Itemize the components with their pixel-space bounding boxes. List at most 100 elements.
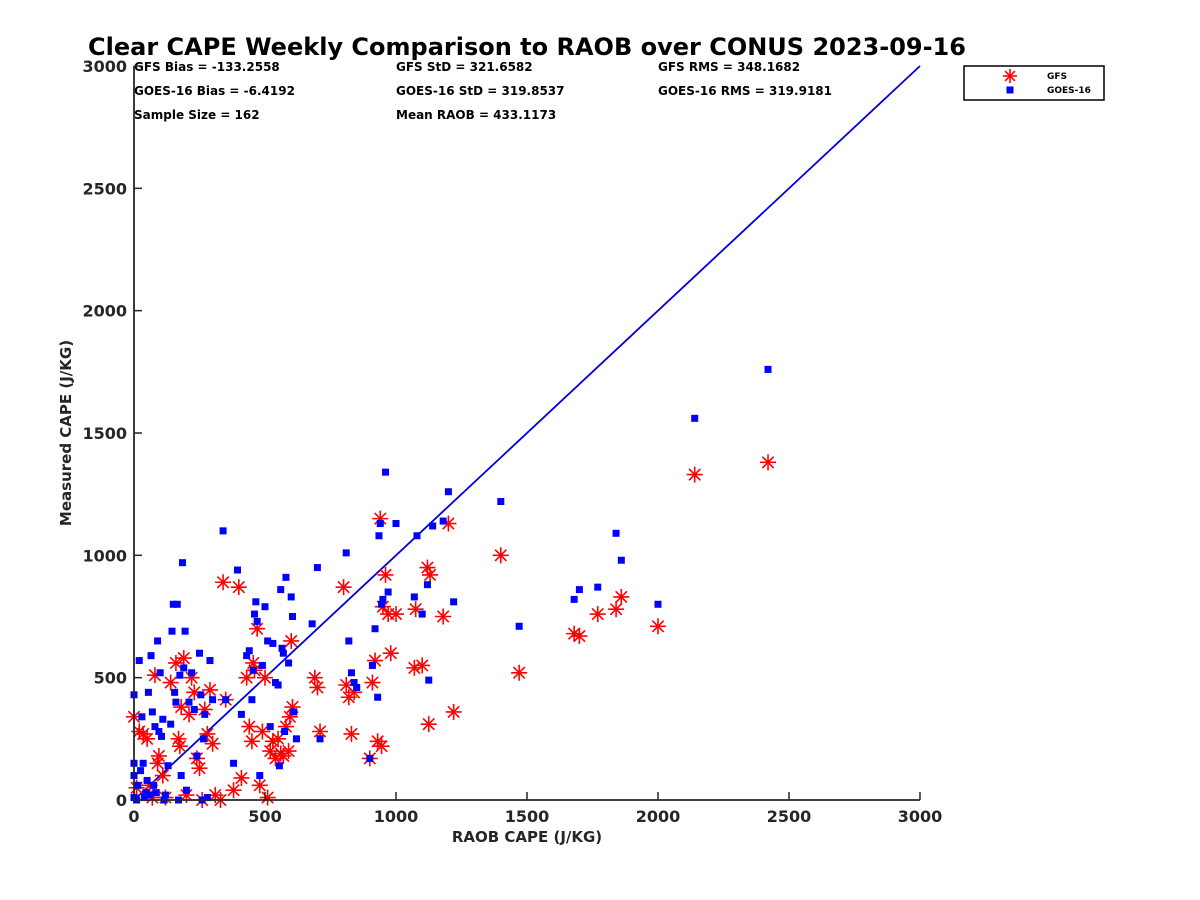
goes16-point xyxy=(353,683,361,691)
x-tick-label: 2000 xyxy=(636,807,681,826)
y-tick-label: 0 xyxy=(116,791,127,810)
gfs-point xyxy=(382,645,399,662)
goes16-point xyxy=(269,639,277,647)
y-tick-label: 1500 xyxy=(82,424,127,443)
one-to-one-line xyxy=(133,65,921,801)
goes16-point xyxy=(161,791,169,799)
gfs-point xyxy=(241,718,258,735)
statistics-block: GFS Bias = -133.2558 GFS StD = 321.6582 GF… xyxy=(134,60,832,122)
goes16-point xyxy=(374,693,382,701)
y-tick-label: 1000 xyxy=(82,546,127,565)
goes16-point xyxy=(196,649,203,657)
goes16-point xyxy=(150,781,158,789)
goes16-point xyxy=(278,644,286,652)
y-tick-label: 500 xyxy=(94,669,127,688)
gfs-point xyxy=(270,730,287,747)
goes16-point xyxy=(164,762,172,770)
gfs-point xyxy=(154,767,171,784)
goes16-point xyxy=(281,727,289,735)
goes16-point xyxy=(178,559,186,567)
goes16-point xyxy=(376,520,384,528)
goes16-point xyxy=(292,735,300,743)
goes16-point xyxy=(418,610,426,618)
goes16-point xyxy=(146,791,154,799)
legend-label: GOES-16 xyxy=(1047,86,1091,96)
goes16-point xyxy=(156,669,164,677)
gfs-point xyxy=(215,574,232,591)
goes16-point xyxy=(237,710,245,718)
goes16-point xyxy=(171,688,179,696)
gfs-point xyxy=(511,664,528,681)
gfs-point xyxy=(191,760,208,777)
goes16-point xyxy=(266,723,274,731)
goes16-point xyxy=(368,661,376,669)
goes16-point xyxy=(134,781,142,789)
goes16-point xyxy=(148,708,156,716)
goes16-point xyxy=(135,657,143,665)
goes16-point xyxy=(152,789,160,797)
goes16-point xyxy=(345,637,353,645)
goes16-point xyxy=(575,586,583,594)
gfs-point xyxy=(435,608,452,625)
data-points xyxy=(126,365,777,808)
goes16-point xyxy=(429,522,437,530)
legend-gfs-marker xyxy=(1003,69,1017,83)
goes16-point xyxy=(249,666,257,674)
goes16-point xyxy=(190,705,198,713)
x-axis-ticks: 0 500 1000 1500 2000 2500 3000 xyxy=(128,792,942,826)
gfs-point xyxy=(492,547,509,564)
gfs-point xyxy=(201,681,218,698)
y-tick-label: 2000 xyxy=(82,302,127,321)
x-tick-label: 3000 xyxy=(898,807,943,826)
goes16-point xyxy=(159,715,167,723)
goes16-point xyxy=(413,532,421,540)
stat-text: GOES-16 Bias = -6.4192 xyxy=(134,84,295,98)
goes16-point xyxy=(612,529,620,537)
goes16-point xyxy=(168,627,176,635)
goes16-point xyxy=(182,786,190,794)
x-tick-label: 1500 xyxy=(505,807,550,826)
goes16-point xyxy=(423,581,431,589)
goes16-point xyxy=(366,754,374,762)
goes16-point xyxy=(199,735,207,743)
goes16-point xyxy=(450,598,458,606)
goes16-point xyxy=(197,691,205,699)
goes16-point xyxy=(275,762,283,770)
goes16-point xyxy=(617,556,625,564)
stat-text: GFS RMS = 348.1682 xyxy=(658,60,800,74)
y-tick-label: 3000 xyxy=(82,57,127,76)
goes16-point xyxy=(289,613,297,620)
goes16-point xyxy=(180,664,188,672)
y-tick-label: 2500 xyxy=(82,179,127,198)
gfs-point xyxy=(254,723,271,740)
chart-title: Clear CAPE Weekly Comparison to RAOB ove… xyxy=(88,33,966,61)
goes16-point xyxy=(173,600,181,608)
gfs-point xyxy=(204,735,221,752)
gfs-point xyxy=(259,789,276,806)
gfs-point xyxy=(139,730,156,747)
y-axis-label: Measured CAPE (J/KG) xyxy=(57,340,75,526)
x-tick-label: 1000 xyxy=(374,807,419,826)
goes16-point xyxy=(138,713,146,721)
goes16-point xyxy=(290,708,298,716)
gfs-point xyxy=(149,755,166,772)
goes16-point xyxy=(154,637,162,645)
gfs-point xyxy=(420,716,437,733)
gfs-point xyxy=(175,650,192,667)
goes16-point xyxy=(143,776,151,784)
goes16-point xyxy=(233,566,241,574)
gfs-point xyxy=(589,606,606,623)
gfs-point xyxy=(230,579,247,596)
gfs-point xyxy=(170,730,187,747)
goes16-point xyxy=(497,498,505,506)
gfs-point xyxy=(760,454,777,471)
goes16-point xyxy=(342,549,350,557)
goes16-point xyxy=(308,620,316,628)
gfs-point xyxy=(243,733,260,750)
gfs-point xyxy=(162,674,179,691)
stat-text: GOES-16 RMS = 319.9181 xyxy=(658,84,832,98)
goes16-point xyxy=(379,595,387,603)
goes16-point xyxy=(206,657,214,665)
goes16-point xyxy=(151,723,159,731)
goes16-point xyxy=(279,649,287,657)
